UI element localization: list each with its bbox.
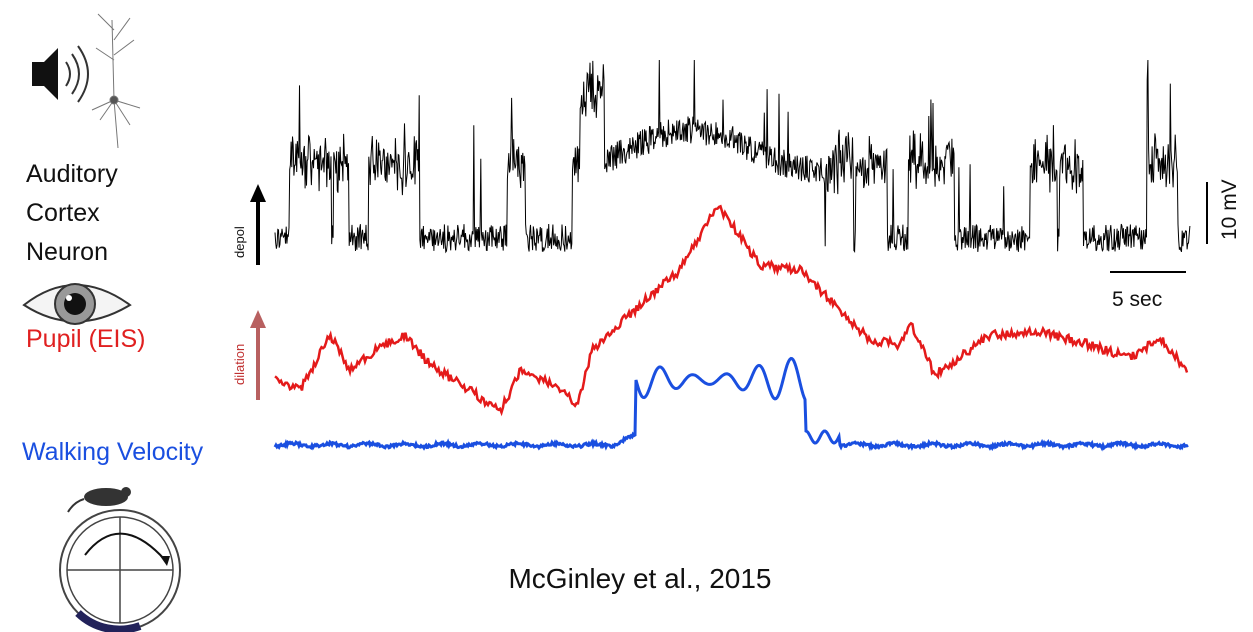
pupil-trace bbox=[274, 204, 1189, 417]
speaker-icon bbox=[32, 45, 89, 103]
neuron-label: Auditory bbox=[26, 160, 118, 188]
dilation-label: dilation bbox=[232, 344, 247, 385]
dilation-arrow bbox=[250, 310, 266, 400]
time-scale-label: 5 sec bbox=[1112, 288, 1162, 311]
voltage-scale-label: 10 mV bbox=[1218, 179, 1241, 240]
wheel-icon bbox=[59, 487, 181, 632]
membrane-trace bbox=[274, 59, 1191, 254]
pupil-label: Pupil (EIS) bbox=[26, 325, 145, 353]
neuron-icon bbox=[91, 13, 141, 149]
depol-label: depol bbox=[232, 226, 247, 258]
depol-arrow bbox=[250, 184, 266, 265]
eye-icon bbox=[22, 283, 132, 325]
citation: McGinley et al., 2015 bbox=[508, 563, 771, 594]
neuron-label: Neuron bbox=[26, 238, 108, 266]
neuron-label: Cortex bbox=[26, 199, 100, 227]
walking-label: Walking Velocity bbox=[22, 438, 204, 466]
velocity-trace bbox=[273, 356, 1189, 452]
